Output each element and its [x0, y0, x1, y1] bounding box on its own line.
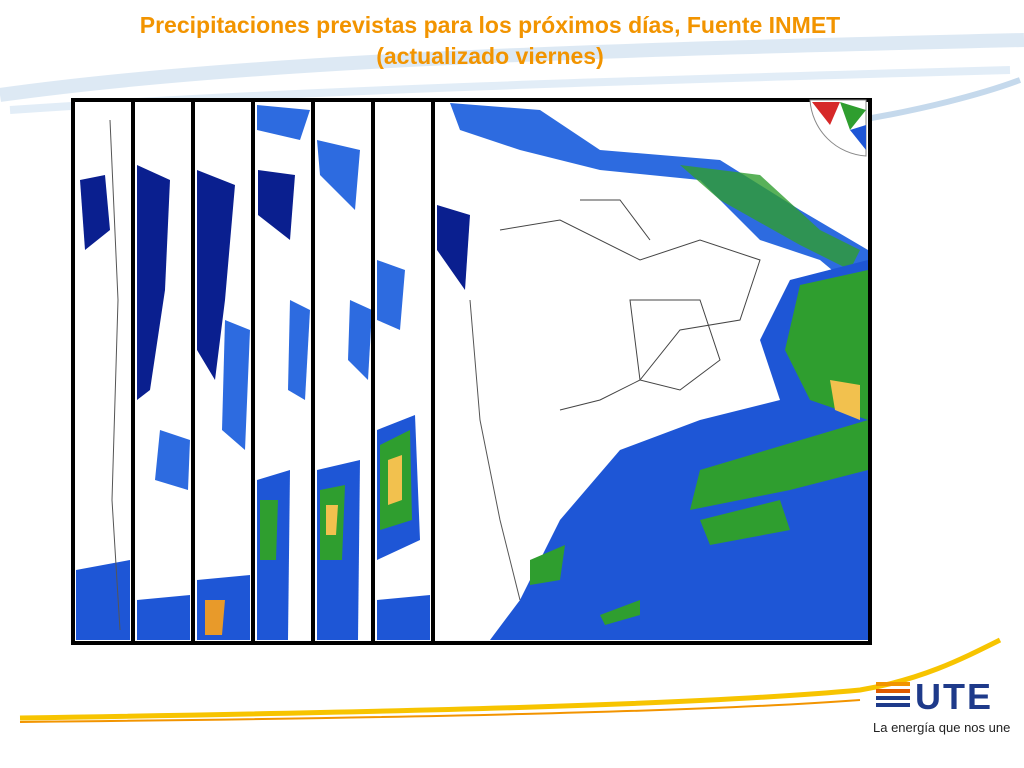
slide-title: (actualizado viernes): [376, 43, 604, 69]
logo-mark: [876, 682, 910, 707]
map-frame: [431, 98, 872, 645]
logo-tagline: La energía que nos une: [873, 720, 1011, 735]
slide-title: Precipitaciones previstas para los próxi…: [139, 12, 841, 38]
map-stack: [71, 98, 872, 645]
logo-name: UTE: [915, 676, 993, 717]
